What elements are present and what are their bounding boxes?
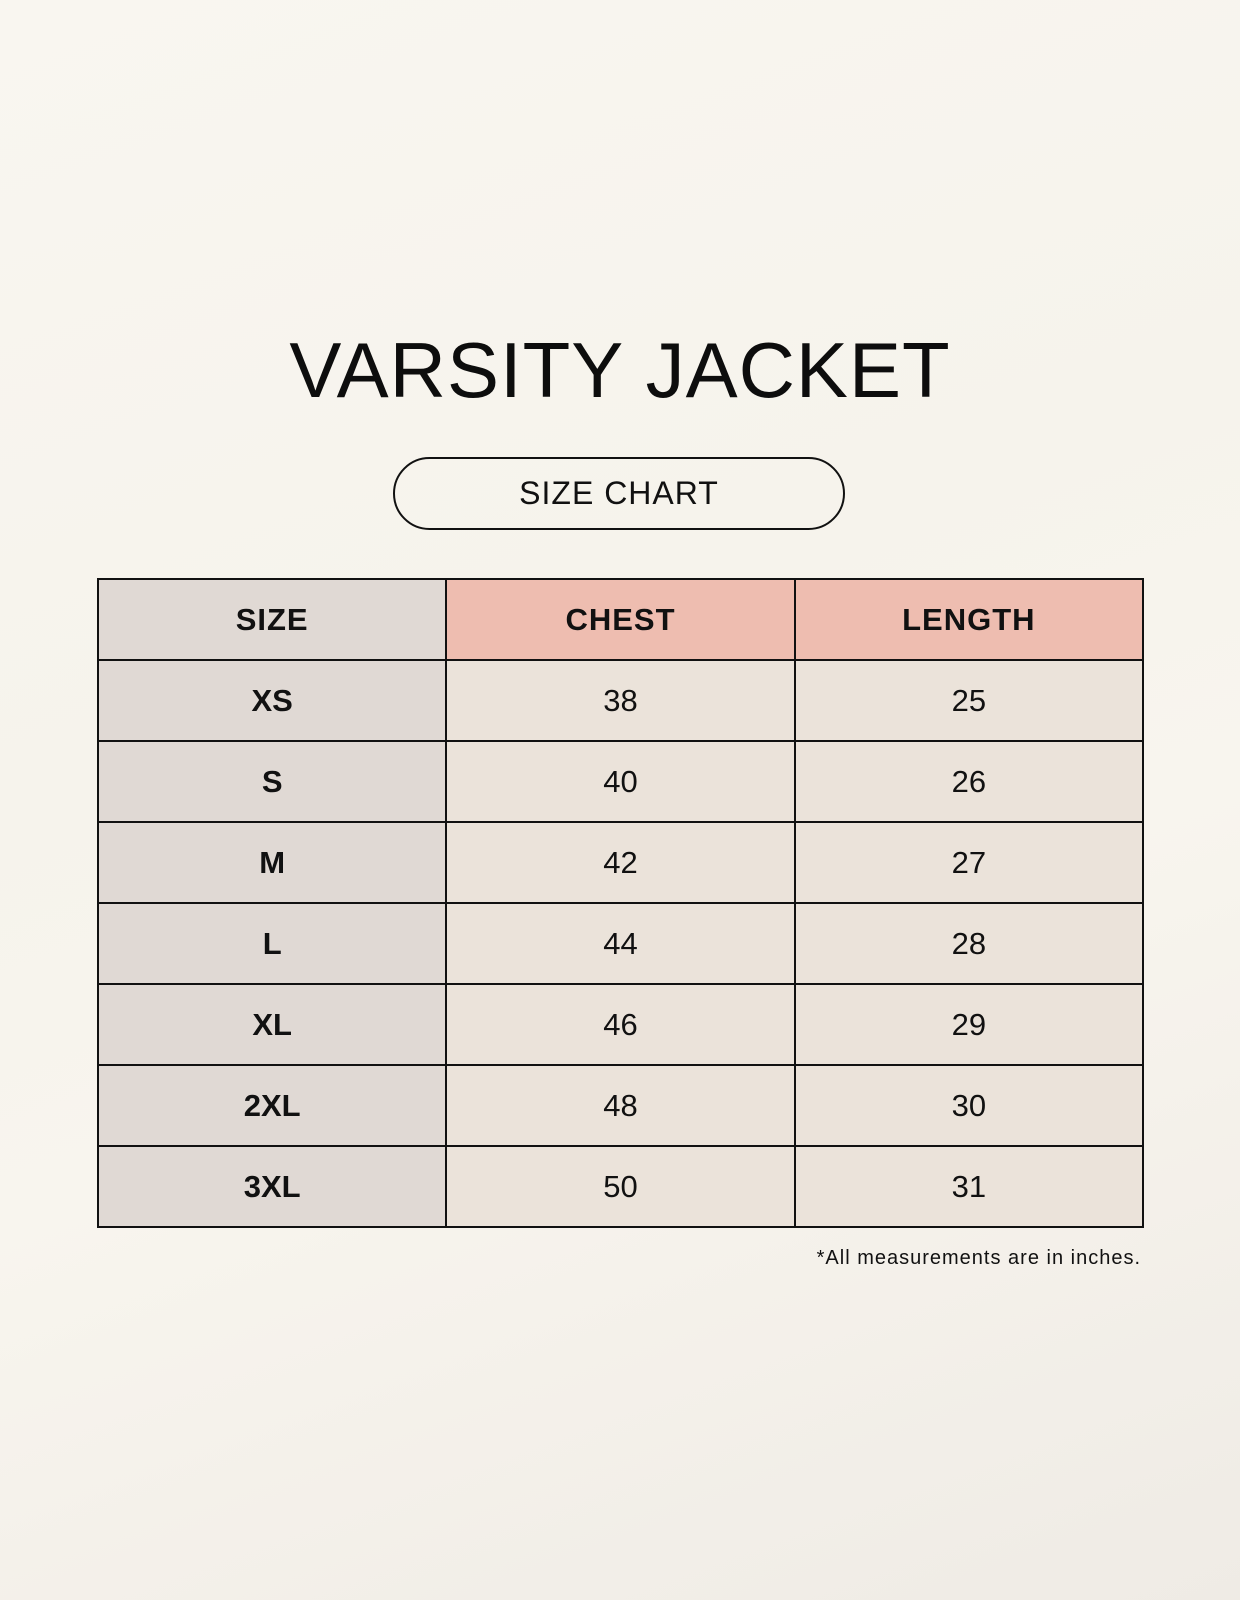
cell-length: 30: [793, 1064, 1145, 1147]
cell-size: M: [96, 821, 448, 904]
cell-size: S: [96, 740, 448, 823]
table-row: XS 38 25: [96, 659, 1145, 742]
cell-chest: 44: [445, 902, 796, 985]
table-row: XL 46 29: [96, 983, 1145, 1066]
cell-size: L: [96, 902, 448, 985]
cell-chest: 40: [445, 740, 796, 823]
header-length: LENGTH: [793, 578, 1145, 661]
size-chart-label: SIZE CHART: [393, 457, 845, 530]
page-title: VARSITY JACKET: [289, 326, 951, 414]
table-row: 2XL 48 30: [96, 1064, 1145, 1147]
cell-size: XS: [96, 659, 448, 742]
cell-length: 27: [793, 821, 1145, 904]
cell-size: XL: [96, 983, 448, 1066]
cell-length: 26: [793, 740, 1145, 823]
cell-length: 25: [793, 659, 1145, 742]
cell-length: 29: [793, 983, 1145, 1066]
table-header-row: SIZE CHEST LENGTH: [96, 578, 1145, 661]
footnote: *All measurements are in inches.: [816, 1247, 1141, 1269]
table-row: S 40 26: [96, 740, 1145, 823]
table-row: M 42 27: [96, 821, 1145, 904]
cell-length: 28: [793, 902, 1145, 985]
cell-size: 3XL: [96, 1145, 448, 1228]
cell-chest: 50: [445, 1145, 796, 1228]
header-size: SIZE: [96, 578, 448, 661]
size-table: SIZE CHEST LENGTH XS 38 25 S 40 26 M 42 27 L 44 28 X…: [96, 578, 1145, 1228]
header-chest: CHEST: [445, 578, 796, 661]
cell-chest: 38: [445, 659, 796, 742]
table-row: 3XL 50 31: [96, 1145, 1145, 1228]
cell-chest: 46: [445, 983, 796, 1066]
cell-length: 31: [793, 1145, 1145, 1228]
cell-chest: 48: [445, 1064, 796, 1147]
cell-size: 2XL: [96, 1064, 448, 1147]
cell-chest: 42: [445, 821, 796, 904]
table-row: L 44 28: [96, 902, 1145, 985]
